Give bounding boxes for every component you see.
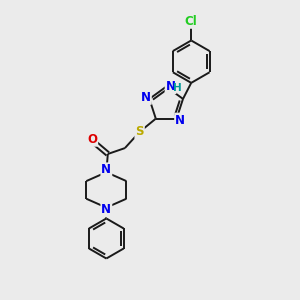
Text: N: N — [166, 80, 176, 93]
Text: S: S — [135, 125, 144, 138]
Text: N: N — [101, 203, 111, 216]
Text: N: N — [101, 164, 111, 176]
Text: O: O — [87, 133, 97, 146]
Text: N: N — [175, 114, 185, 127]
Text: Cl: Cl — [185, 15, 198, 28]
Text: H: H — [173, 83, 182, 93]
Text: N: N — [141, 91, 151, 104]
